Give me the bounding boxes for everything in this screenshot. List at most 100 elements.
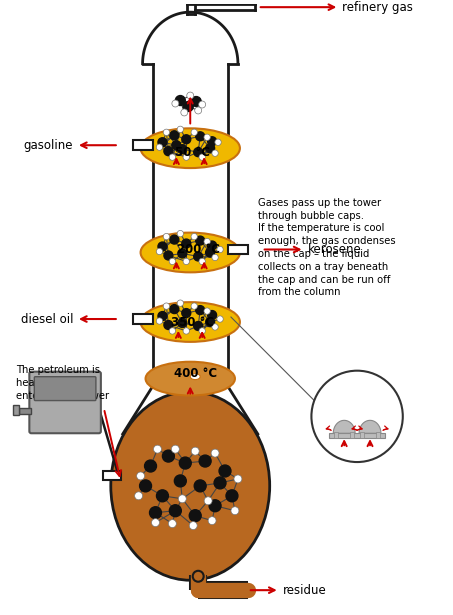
Bar — [14, 405, 19, 415]
Circle shape — [156, 490, 169, 502]
Circle shape — [204, 239, 210, 245]
Circle shape — [183, 258, 189, 264]
Circle shape — [169, 258, 176, 264]
Circle shape — [199, 328, 205, 334]
Circle shape — [206, 248, 215, 257]
Circle shape — [156, 248, 163, 255]
Circle shape — [163, 303, 169, 309]
Circle shape — [199, 154, 205, 161]
Ellipse shape — [190, 374, 200, 379]
Bar — [329, 433, 385, 438]
Circle shape — [311, 371, 403, 462]
Text: The petroleum is
heated before
entering the tower: The petroleum is heated before entering … — [16, 365, 110, 401]
Bar — [228, 245, 248, 255]
Circle shape — [145, 460, 156, 472]
Circle shape — [211, 449, 219, 457]
Circle shape — [189, 522, 197, 530]
Circle shape — [199, 101, 206, 108]
Text: refinery gas: refinery gas — [342, 1, 413, 14]
Circle shape — [178, 145, 187, 154]
Circle shape — [217, 247, 223, 253]
Circle shape — [177, 300, 183, 306]
Text: 50 °C: 50 °C — [175, 146, 210, 159]
Circle shape — [182, 135, 191, 144]
Circle shape — [207, 241, 217, 250]
Circle shape — [163, 129, 169, 135]
Circle shape — [182, 239, 191, 248]
Bar — [133, 314, 153, 324]
Circle shape — [219, 465, 231, 477]
Circle shape — [172, 141, 181, 149]
Circle shape — [171, 445, 179, 453]
Circle shape — [226, 490, 238, 502]
Ellipse shape — [111, 392, 270, 580]
Circle shape — [156, 144, 163, 151]
Text: 350 °C: 350 °C — [171, 315, 214, 328]
Circle shape — [194, 148, 202, 157]
Bar — [133, 140, 153, 150]
Bar — [19, 408, 31, 414]
Circle shape — [177, 231, 183, 237]
Circle shape — [177, 126, 183, 132]
Circle shape — [191, 97, 201, 106]
Circle shape — [231, 507, 239, 515]
Circle shape — [209, 500, 221, 512]
Circle shape — [164, 251, 173, 260]
Bar — [376, 432, 380, 438]
Circle shape — [191, 447, 199, 455]
Circle shape — [178, 319, 187, 327]
Circle shape — [149, 507, 161, 518]
Circle shape — [191, 234, 198, 240]
Circle shape — [163, 450, 174, 462]
Circle shape — [196, 236, 205, 245]
Circle shape — [170, 131, 179, 140]
Circle shape — [207, 137, 217, 146]
Circle shape — [193, 571, 204, 582]
Circle shape — [169, 328, 176, 334]
Circle shape — [172, 100, 179, 107]
Bar — [103, 472, 121, 480]
Polygon shape — [333, 421, 355, 433]
Circle shape — [206, 317, 215, 327]
Circle shape — [151, 518, 159, 526]
Circle shape — [207, 311, 217, 320]
Circle shape — [204, 134, 210, 140]
FancyBboxPatch shape — [29, 371, 101, 433]
Circle shape — [196, 306, 205, 314]
Circle shape — [191, 303, 198, 309]
Circle shape — [178, 249, 187, 258]
Ellipse shape — [140, 129, 240, 168]
Circle shape — [204, 308, 210, 314]
Circle shape — [212, 150, 218, 156]
Circle shape — [169, 154, 176, 161]
Text: 400 °C: 400 °C — [173, 367, 217, 380]
Circle shape — [169, 520, 176, 528]
Circle shape — [212, 324, 218, 330]
Polygon shape — [143, 12, 238, 64]
Circle shape — [183, 101, 193, 111]
Circle shape — [196, 132, 205, 141]
Circle shape — [191, 129, 198, 135]
Circle shape — [181, 109, 188, 116]
Circle shape — [234, 475, 242, 483]
FancyBboxPatch shape — [34, 377, 96, 400]
Circle shape — [204, 497, 212, 505]
Circle shape — [175, 95, 185, 106]
Circle shape — [140, 480, 151, 492]
Bar — [360, 432, 364, 438]
Circle shape — [154, 445, 161, 453]
Circle shape — [182, 309, 191, 317]
Circle shape — [163, 234, 169, 240]
Ellipse shape — [140, 232, 240, 272]
Circle shape — [183, 328, 189, 334]
Circle shape — [214, 477, 226, 489]
Circle shape — [158, 242, 167, 251]
Circle shape — [187, 92, 194, 99]
Text: gasoline: gasoline — [24, 139, 73, 152]
Polygon shape — [359, 421, 381, 433]
Circle shape — [194, 480, 206, 492]
Circle shape — [178, 495, 186, 503]
Circle shape — [164, 320, 173, 330]
Bar — [334, 432, 338, 438]
Circle shape — [137, 472, 145, 480]
